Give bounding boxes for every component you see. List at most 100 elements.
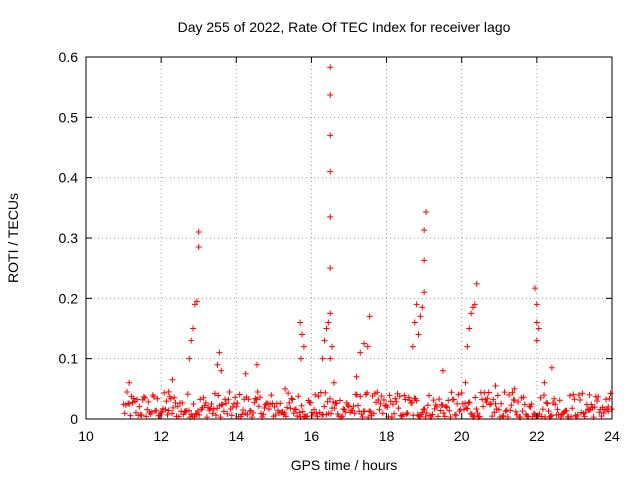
data-point-background: [198, 406, 205, 413]
data-point-background: [134, 396, 141, 403]
data-point-background: [207, 405, 214, 412]
data-point-background: [353, 391, 360, 398]
data-point-background: [437, 407, 444, 414]
data-point-background: [436, 396, 443, 403]
data-point-background: [304, 413, 311, 420]
data-point: [327, 64, 334, 71]
data-point-background: [226, 389, 233, 396]
data-point: [533, 319, 540, 326]
data-point-background: [254, 388, 261, 395]
y-tick-label: 0: [70, 411, 78, 427]
data-point: [421, 227, 428, 234]
data-point-background: [212, 412, 219, 419]
data-point-background: [511, 397, 518, 404]
data-point-background: [194, 407, 201, 414]
data-point-background: [211, 390, 218, 397]
data-point-background: [295, 393, 302, 400]
data-point-background: [466, 399, 473, 406]
data-point-background: [202, 399, 209, 406]
data-point-background: [238, 411, 245, 418]
data-point-background: [577, 397, 584, 404]
data-point-background: [244, 411, 251, 418]
data-point-background: [336, 397, 343, 404]
data-point-background: [340, 405, 347, 412]
data-point: [218, 367, 225, 374]
data-point-background: [500, 412, 507, 419]
data-point-background: [423, 409, 430, 416]
data-point: [473, 280, 480, 287]
data-point-background: [281, 409, 288, 416]
data-point-background: [357, 393, 364, 400]
data-point-background: [413, 397, 420, 404]
data-point-background: [231, 400, 238, 407]
data-point: [531, 285, 538, 292]
data-point-background: [602, 396, 609, 403]
data-point-background: [421, 405, 428, 412]
data-point-background: [551, 395, 558, 402]
data-point-background: [322, 389, 329, 396]
data-point: [330, 379, 337, 386]
data-point-background: [148, 409, 155, 416]
data-point: [329, 343, 336, 350]
data-point-background: [351, 410, 358, 417]
data-point-background: [454, 400, 461, 407]
data-point-background: [219, 401, 226, 408]
data-point-background: [179, 399, 186, 406]
data-point: [327, 132, 334, 139]
x-tick-label: 18: [379, 428, 395, 444]
data-point: [421, 289, 428, 296]
data-point-background: [261, 405, 268, 412]
y-axis-title: ROTI / TECUs: [5, 193, 21, 283]
data-point: [411, 319, 418, 326]
data-point-background: [429, 411, 436, 418]
x-tick-label: 10: [78, 428, 94, 444]
data-point-background: [575, 391, 582, 398]
data-point-background: [483, 399, 490, 406]
data-point-background: [379, 410, 386, 417]
y-tick-label: 0.4: [59, 170, 79, 186]
data-point-background: [489, 413, 496, 420]
data-point-background: [442, 403, 449, 410]
data-point-background: [277, 400, 284, 407]
data-point-background: [569, 405, 576, 412]
data-point-background: [566, 392, 573, 399]
data-point-background: [393, 398, 400, 405]
data-point: [605, 403, 612, 410]
data-point-background: [552, 401, 559, 408]
data-point-background: [184, 391, 191, 398]
data-point-background: [409, 399, 416, 406]
data-point-background: [509, 389, 516, 396]
data-point: [327, 310, 334, 317]
data-point-background: [404, 410, 411, 417]
data-point: [126, 379, 133, 386]
data-point-background: [396, 393, 403, 400]
x-tick-labels: 10 12 14 16 18 20 22 24: [78, 428, 620, 444]
data-point-background: [545, 408, 552, 415]
data-point-background: [190, 400, 197, 407]
data-point-background: [362, 391, 369, 398]
data-point-background: [426, 392, 433, 399]
data-point-background: [563, 407, 570, 414]
data-point-background: [294, 413, 301, 420]
data-point-background: [521, 401, 528, 408]
data-point-background: [474, 409, 481, 416]
data-point: [464, 343, 471, 350]
data-point-background: [588, 401, 595, 408]
data-point-background: [402, 396, 409, 403]
data-point: [541, 379, 548, 386]
data-point-background: [453, 412, 460, 419]
data-point-background: [492, 400, 499, 407]
data-point-background: [344, 402, 351, 409]
data-point-background: [486, 401, 493, 408]
data-point-background: [208, 401, 215, 408]
data-point-background: [430, 397, 437, 404]
data-point: [195, 244, 202, 251]
data-point: [421, 257, 428, 264]
data-point-background: [593, 397, 600, 404]
data-point-background: [465, 399, 472, 406]
x-tick-label: 24: [604, 428, 620, 444]
data-point: [419, 304, 426, 311]
data-point-background: [299, 408, 306, 415]
data-point: [186, 355, 193, 362]
